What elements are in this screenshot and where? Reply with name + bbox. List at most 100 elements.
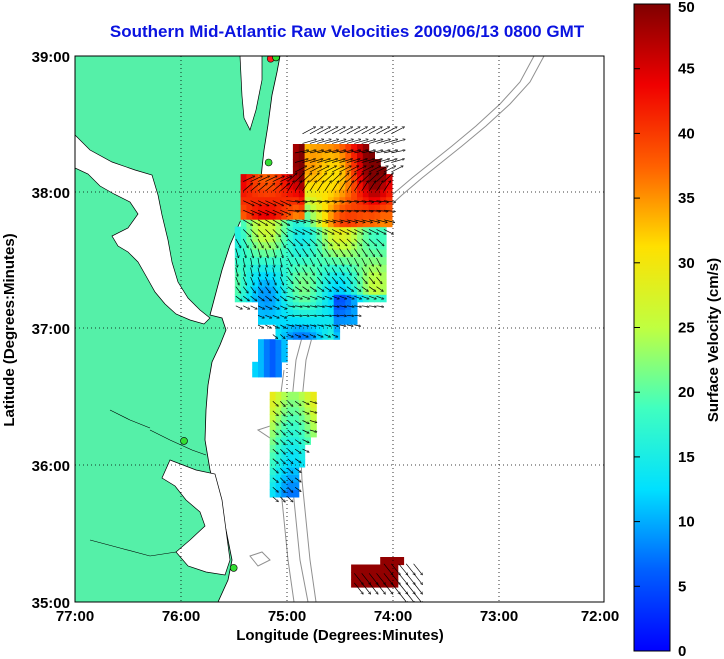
velocity-vector [287, 295, 295, 299]
velocity-vector [280, 410, 285, 416]
velocity-vector [346, 286, 353, 292]
velocity-cell [304, 399, 311, 408]
velocity-vector [302, 267, 307, 276]
velocity-vector [317, 209, 328, 211]
velocity-cell [386, 196, 393, 205]
velocity-cell [391, 572, 399, 581]
velocity-vector [250, 286, 256, 293]
velocity-cell [292, 451, 300, 460]
velocity-cell [281, 489, 288, 498]
velocity-vector [354, 582, 363, 594]
velocity-cell [322, 279, 329, 288]
velocity-vector [302, 173, 312, 182]
velocity-cell [292, 174, 300, 183]
velocity-cell [310, 166, 317, 175]
velocity-vector [317, 159, 330, 163]
velocity-vector [361, 582, 371, 594]
velocity-cell [281, 399, 288, 408]
velocity-cell [275, 309, 282, 318]
velocity-cell [345, 174, 352, 183]
velocity-cell [310, 159, 317, 168]
velocity-cell [281, 234, 288, 243]
velocity-vector [257, 176, 269, 182]
velocity-cell [298, 226, 306, 235]
velocity-cell [252, 286, 259, 295]
velocity-vector [272, 420, 278, 426]
velocity-vector [331, 267, 336, 276]
velocity-vector [309, 429, 317, 432]
velocity-cell [298, 406, 306, 415]
velocity-cell [339, 151, 346, 160]
velocity-cell [246, 286, 253, 295]
velocity-cell [351, 226, 358, 235]
velocity-cell [269, 399, 277, 408]
velocity-cell [240, 174, 247, 183]
velocity-vector [324, 334, 331, 337]
velocity-cell [281, 211, 288, 220]
velocity-vector [280, 305, 286, 309]
velocity-cell [292, 316, 300, 325]
map-title: Southern Mid-Atlantic Raw Velocities 200… [109, 22, 585, 41]
velocity-vector [361, 306, 369, 307]
velocity-cell [292, 421, 300, 430]
velocity-cell [240, 181, 247, 190]
velocity-cell [298, 159, 306, 168]
velocity-vector [287, 219, 299, 223]
velocity-cell [316, 144, 323, 153]
velocity-cell [269, 181, 277, 190]
velocity-cell [362, 241, 370, 250]
velocity-vector [235, 276, 239, 285]
velocity-vector [302, 306, 310, 307]
velocity-cell [269, 466, 277, 475]
velocity-cell [310, 429, 317, 438]
velocity-vector [339, 139, 354, 144]
velocity-vector [346, 325, 353, 326]
velocity-vector [272, 439, 278, 445]
velocity-cell [310, 234, 317, 243]
velocity-cell [351, 151, 358, 160]
velocity-vector [354, 315, 361, 316]
velocity-cell [298, 264, 306, 273]
velocity-cell [281, 264, 288, 273]
velocity-cell [246, 196, 253, 205]
velocity-vector [324, 257, 329, 266]
velocity-cell [292, 444, 300, 453]
velocity-vector [317, 173, 326, 182]
velocity-vector [413, 563, 423, 575]
velocity-cell [275, 391, 282, 400]
velocity-cell [275, 339, 282, 348]
velocity-cell [240, 234, 247, 243]
velocity-cell [327, 189, 335, 198]
velocity-cell [275, 204, 282, 213]
velocity-cell [292, 181, 300, 190]
velocity-cell [316, 189, 323, 198]
velocity-cell [281, 309, 288, 318]
velocity-cell [374, 174, 381, 183]
velocity-vector [302, 429, 309, 433]
velocity-cell [327, 279, 335, 288]
colorbar-tick-label: 20 [678, 384, 695, 401]
velocity-cell [298, 436, 306, 445]
velocity-cell [304, 211, 311, 220]
velocity-cell [351, 241, 358, 250]
velocity-vector [354, 229, 363, 234]
velocity-cell [287, 414, 294, 423]
velocity-cell [292, 159, 300, 168]
velocity-vector [294, 420, 301, 425]
velocity-cell [275, 196, 282, 205]
velocity-vector [368, 573, 378, 584]
velocity-cell [380, 211, 387, 220]
velocity-vector [287, 200, 300, 203]
velocity-vector [302, 229, 312, 234]
velocity-vector [242, 183, 252, 192]
lat-tick-labels: 39:00 38:00 37:00 36:00 35:00 [32, 49, 70, 612]
velocity-cell [258, 369, 265, 378]
velocity-cell [269, 414, 277, 423]
velocity-vector [257, 200, 269, 206]
velocity-cell [281, 414, 288, 423]
velocity-cell [333, 241, 341, 250]
velocity-vector [368, 295, 376, 299]
velocity-cell [386, 579, 393, 588]
velocity-cell [310, 256, 317, 265]
velocity-vector [250, 229, 258, 236]
